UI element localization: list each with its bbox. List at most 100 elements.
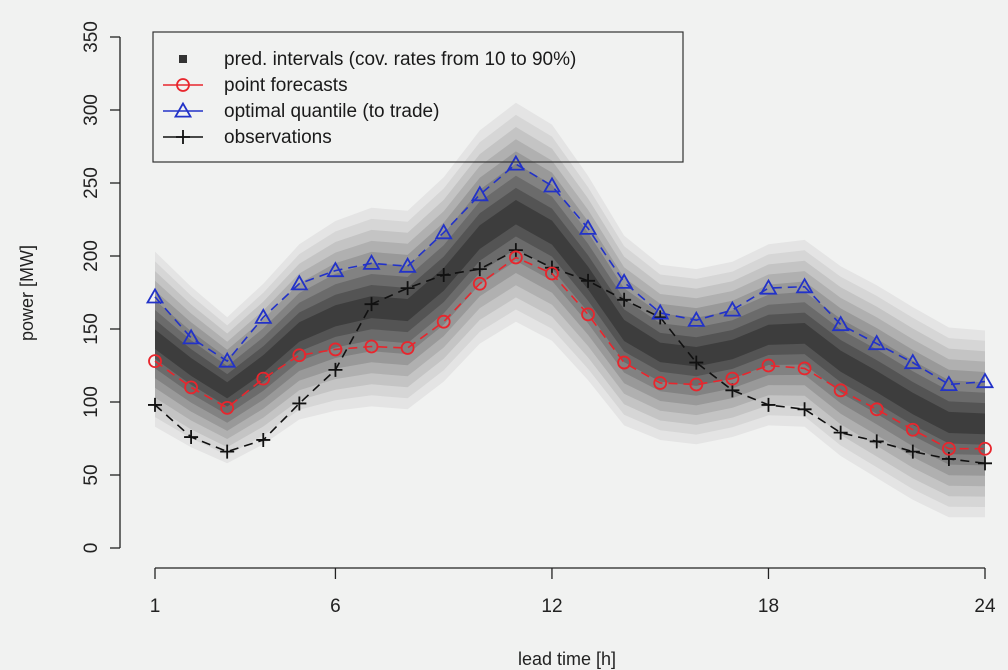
legend-item: optimal quantile (to trade) bbox=[163, 101, 439, 122]
data-point bbox=[220, 444, 235, 459]
data-point bbox=[470, 185, 489, 202]
x-tick-label: 18 bbox=[758, 596, 779, 617]
data-point bbox=[254, 307, 273, 324]
data-point bbox=[615, 272, 634, 289]
x-tick-label: 6 bbox=[330, 596, 341, 617]
series-observations bbox=[148, 243, 992, 471]
legend-marker bbox=[179, 55, 187, 63]
data-point bbox=[545, 266, 559, 281]
data-point bbox=[869, 402, 884, 417]
data-point bbox=[364, 297, 379, 312]
data-point bbox=[400, 341, 415, 355]
data-point bbox=[436, 267, 451, 282]
axes bbox=[119, 37, 985, 569]
y-tick-label: 100 bbox=[81, 386, 102, 418]
data-point bbox=[292, 396, 307, 411]
data-point bbox=[184, 380, 198, 395]
data-point bbox=[761, 397, 776, 412]
data-point bbox=[905, 444, 920, 459]
interval-band-50 bbox=[155, 151, 985, 476]
data-point bbox=[145, 287, 165, 304]
data-point bbox=[398, 256, 417, 273]
legend-marker bbox=[176, 130, 190, 144]
data-point bbox=[797, 361, 812, 376]
y-tick-label: 50 bbox=[81, 464, 102, 485]
y-tick-label: 350 bbox=[81, 21, 102, 53]
data-point bbox=[256, 432, 271, 447]
data-point bbox=[328, 362, 343, 377]
data-point bbox=[761, 358, 776, 373]
data-point bbox=[182, 328, 201, 345]
x-tick-label: 12 bbox=[541, 596, 562, 617]
y-tick-label: 250 bbox=[81, 167, 102, 199]
data-point bbox=[256, 371, 271, 386]
y-tick-label: 200 bbox=[81, 240, 102, 272]
data-point bbox=[978, 441, 992, 456]
x-tick-label: 1 bbox=[150, 596, 161, 617]
data-point bbox=[472, 276, 487, 291]
data-point bbox=[869, 434, 884, 449]
series-line bbox=[154, 249, 986, 465]
data-point bbox=[362, 253, 381, 270]
data-point bbox=[364, 339, 379, 354]
data-point bbox=[581, 273, 596, 288]
data-point bbox=[687, 310, 706, 327]
data-point bbox=[506, 154, 525, 171]
data-point bbox=[292, 348, 307, 363]
data-point bbox=[978, 456, 992, 471]
legend-item: pred. intervals (cov. rates from 10 to 9… bbox=[179, 49, 576, 70]
x-tick-label: 24 bbox=[974, 596, 996, 617]
data-point bbox=[725, 383, 740, 398]
data-point bbox=[905, 422, 920, 437]
series-layer bbox=[145, 154, 995, 471]
data-point bbox=[689, 355, 704, 370]
data-point bbox=[508, 243, 523, 258]
legend-marker bbox=[176, 78, 190, 92]
data-point bbox=[508, 250, 523, 265]
data-point bbox=[328, 342, 343, 357]
prediction-interval-bands bbox=[155, 102, 985, 518]
data-point bbox=[975, 372, 995, 389]
data-point bbox=[581, 307, 595, 322]
x-ticks: 1 6 12 18 24 bbox=[150, 568, 996, 617]
legend-label: optimal quantile (to trade) bbox=[224, 101, 439, 122]
data-point bbox=[220, 400, 235, 415]
data-point bbox=[617, 355, 632, 370]
legend: pred. intervals (cov. rates from 10 to 9… bbox=[152, 31, 684, 163]
interval-band-10 bbox=[155, 200, 985, 435]
legend-item: observations bbox=[163, 127, 332, 148]
data-point bbox=[759, 278, 778, 295]
data-point bbox=[651, 303, 670, 320]
y-ticks: 0 50 100 150 200 250 300 350 bbox=[81, 21, 120, 553]
data-point bbox=[795, 277, 814, 294]
data-point bbox=[542, 176, 562, 193]
data-point bbox=[797, 402, 812, 417]
data-point bbox=[436, 314, 451, 329]
data-point bbox=[218, 351, 237, 368]
data-point bbox=[903, 353, 922, 370]
data-point bbox=[326, 261, 345, 278]
data-point bbox=[472, 262, 487, 277]
y-tick-label: 150 bbox=[81, 313, 102, 345]
data-point bbox=[833, 383, 848, 398]
data-point bbox=[434, 223, 453, 240]
data-point bbox=[148, 397, 162, 412]
data-point bbox=[723, 300, 742, 317]
series-point-forecasts bbox=[148, 250, 992, 456]
legend-label: pred. intervals (cov. rates from 10 to 9… bbox=[224, 49, 576, 70]
data-point bbox=[867, 334, 886, 351]
data-point bbox=[833, 425, 848, 440]
data-point bbox=[653, 376, 668, 390]
y-tick-label: 0 bbox=[81, 543, 102, 554]
data-point bbox=[290, 274, 309, 291]
data-point bbox=[939, 375, 958, 392]
y-axis-title: power [MW] bbox=[17, 245, 37, 341]
data-point bbox=[184, 430, 199, 445]
series-optimal-quantile-to-trade bbox=[145, 154, 995, 392]
x-axis-title: lead time [h] bbox=[518, 649, 616, 669]
legend-marker bbox=[173, 101, 193, 118]
y-tick-label: 300 bbox=[81, 94, 102, 126]
data-point bbox=[617, 292, 632, 307]
data-point bbox=[831, 315, 850, 332]
